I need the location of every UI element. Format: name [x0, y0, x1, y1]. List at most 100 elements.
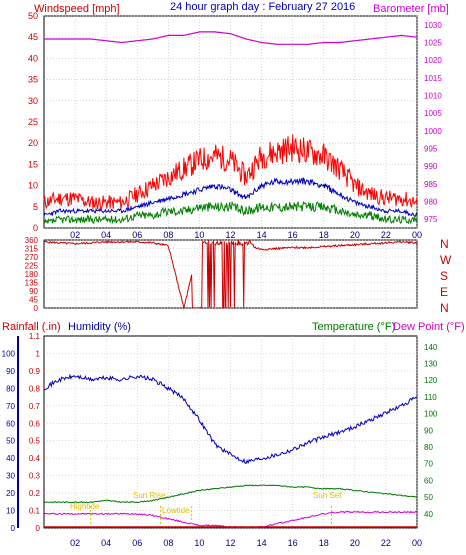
rain-y-tick-label: 0.8: [29, 384, 41, 393]
rain-y-tick-label: 0.4: [29, 454, 41, 463]
baro-y-tick-label: 995: [424, 145, 438, 154]
baro-y-tick-label: 990: [424, 162, 438, 171]
hightide-annotation: Hightide: [70, 502, 100, 511]
dir-y-tick-label: 180: [25, 270, 39, 279]
humidity-y-tick-label: 60: [6, 419, 15, 428]
wind-x-tick-label: 00: [412, 230, 422, 240]
wind-y-tick-label: 5: [33, 202, 38, 212]
wind-x-tick-label: 04: [101, 230, 111, 240]
dewpoint-label: Dew Point (°F): [393, 321, 465, 333]
wind-x-tick-label: 02: [70, 230, 80, 240]
compass-n-bottom: N: [440, 301, 449, 315]
barometer-label: Barometer [mb]: [373, 3, 449, 15]
baro-y-tick-label: 1030: [424, 21, 442, 30]
temp-y-tick-label: 70: [424, 460, 433, 469]
temp-x-tick-label: 10: [194, 538, 204, 548]
rain-y-tick-label: 1: [36, 349, 41, 358]
wind-y-tick-label: 15: [28, 159, 38, 169]
temp-y-tick-label: 50: [424, 493, 433, 502]
wind-y-tick-label: 45: [28, 32, 38, 42]
rain-y-tick-label: 1.1: [29, 332, 41, 341]
wind-y-tick-label: 0: [33, 223, 38, 233]
humidity-y-tick-label: 80: [6, 384, 15, 393]
rain-y-tick-label: 0.1: [29, 507, 41, 516]
rain-y-tick-label: 0.2: [29, 489, 41, 498]
axes: 02 04 06 08 10 12 14 16 18 20 22 000510152025303540…: [2, 11, 443, 548]
baro-y-tick-label: 985: [424, 180, 438, 189]
humidity-line: [43, 373, 418, 465]
compass-w: W: [440, 253, 452, 267]
humidity-y-tick-label: 70: [6, 402, 15, 411]
rain-y-tick-label: 0.9: [29, 367, 41, 376]
temp-y-tick-label: 120: [424, 376, 438, 385]
temp-x-tick-label: 12: [225, 538, 235, 548]
dir-y-tick-label: 90: [29, 287, 38, 296]
humidity-label: Humidity (%): [68, 321, 131, 333]
temperature-label: Temperature (°F): [312, 321, 395, 333]
wind-y-tick-label: 25: [28, 117, 38, 127]
wind-x-tick-label: 16: [288, 230, 298, 240]
wind-x-tick-label: 08: [163, 230, 173, 240]
wind-x-tick-label: 20: [350, 230, 360, 240]
baro-y-tick-label: 975: [424, 215, 438, 224]
baro-y-tick-label: 1005: [424, 109, 442, 118]
sunset-annotation: Sun Set: [313, 491, 342, 500]
wind-x-tick-label: 12: [225, 230, 235, 240]
temp-x-tick-label: 06: [132, 538, 142, 548]
temp-y-tick-label: 90: [424, 426, 433, 435]
temp-x-tick-label: 08: [163, 538, 173, 548]
dir-y-tick-label: 45: [29, 296, 38, 305]
baro-y-tick-label: 1000: [424, 127, 442, 136]
dir-y-tick-label: 360: [25, 236, 39, 245]
humidity-y-tick-label: 10: [6, 507, 15, 516]
temp-x-tick-label: 02: [70, 538, 80, 548]
humidity-y-tick-label: 50: [6, 437, 15, 446]
temp-y-tick-label: 40: [424, 510, 433, 519]
rain-y-tick-label: 0.3: [29, 472, 41, 481]
temp-y-tick-label: 80: [424, 443, 433, 452]
temp-x-tick-label: 14: [257, 538, 267, 548]
rain-y-tick-label: 0.5: [29, 437, 41, 446]
temp-x-tick-label: 22: [381, 538, 391, 548]
temp-x-tick-label: 18: [319, 538, 329, 548]
wind-gust-line: [43, 134, 418, 211]
wind-y-tick-label: 35: [28, 75, 38, 85]
humidity-y-tick-label: 30: [6, 472, 15, 481]
temperature-line: [43, 484, 418, 504]
rain-y-tick-label: 0.7: [29, 402, 41, 411]
rainfall-label: Rainfall (.in): [2, 321, 61, 333]
temp-y-tick-label: 100: [424, 410, 438, 419]
temp-x-tick-label: 16: [288, 538, 298, 548]
humidity-y-tick-label: 100: [2, 349, 16, 358]
baro-y-tick-label: 980: [424, 198, 438, 207]
wind-min-line: [43, 200, 418, 225]
dir-y-tick-label: 225: [25, 262, 39, 271]
humidity-y-tick-label: 20: [6, 489, 15, 498]
sunrise-annotation: Sun Rise: [133, 491, 166, 500]
baro-y-tick-label: 1010: [424, 92, 442, 101]
series: [43, 31, 418, 529]
dir-y-tick-label: 0: [34, 304, 39, 313]
wind-x-tick-label: 22: [381, 230, 391, 240]
temp-y-tick-label: 110: [424, 393, 437, 402]
chart-title: 24 hour graph day : February 27 2016: [170, 1, 355, 13]
wind-x-tick-label: 06: [132, 230, 142, 240]
lowtide-annotation: Lowtide: [162, 506, 190, 515]
wind-x-tick-label: 10: [194, 230, 204, 240]
temp-x-tick-label: 04: [101, 538, 111, 548]
dir-y-tick-label: 315: [25, 245, 39, 254]
humidity-y-tick-label: 0: [11, 524, 16, 533]
temp-x-tick-label: 20: [350, 538, 360, 548]
baro-y-tick-label: 1025: [424, 39, 442, 48]
rain-y-tick-label: 0: [36, 524, 41, 533]
wind-y-tick-label: 50: [28, 11, 38, 21]
humidity-y-tick-label: 90: [6, 367, 15, 376]
wind-x-tick-label: 14: [257, 230, 267, 240]
wind-avg-line: [43, 177, 418, 217]
dir-y-tick-label: 270: [25, 253, 39, 262]
compass-n-top: N: [440, 237, 449, 251]
humidity-y-tick-label: 40: [6, 454, 15, 463]
baro-y-tick-label: 1015: [424, 74, 442, 83]
temp-y-tick-label: 140: [424, 343, 438, 352]
compass-s: S: [440, 269, 448, 283]
